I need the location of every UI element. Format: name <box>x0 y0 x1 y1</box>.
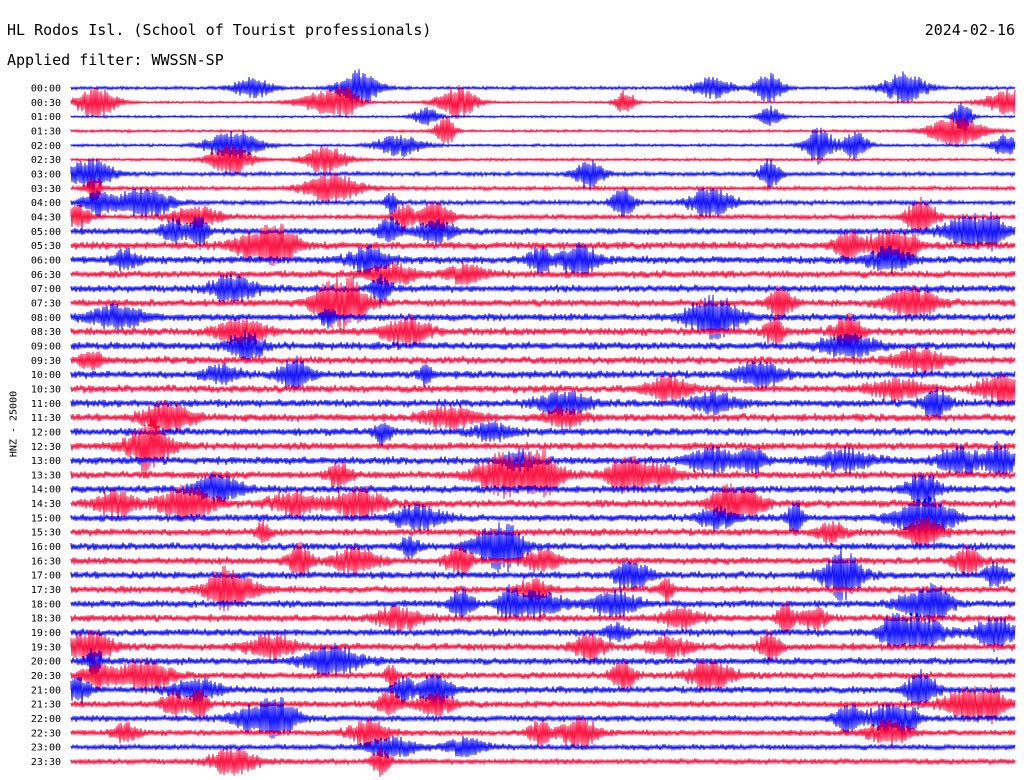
time-label: 13:30 <box>31 470 61 481</box>
time-label: 16:30 <box>31 556 61 567</box>
time-label: 18:00 <box>31 599 61 610</box>
trace-line <box>70 472 1016 507</box>
time-label: 23:30 <box>31 757 61 768</box>
time-label: 05:30 <box>31 241 61 252</box>
time-label: 14:00 <box>31 485 61 496</box>
time-label: 06:30 <box>31 270 61 281</box>
time-label: 07:00 <box>31 284 61 295</box>
time-label: 09:00 <box>31 341 61 352</box>
trace-line <box>70 421 1016 448</box>
time-label: 17:00 <box>31 571 61 582</box>
trace-line <box>70 345 1016 375</box>
trace-line <box>70 373 1016 408</box>
time-label: 21:30 <box>31 700 61 711</box>
trace-line <box>70 658 1016 695</box>
time-label: 20:30 <box>31 671 61 682</box>
time-label: 23:00 <box>31 743 61 754</box>
time-label: 05:00 <box>31 227 61 238</box>
time-label: 22:00 <box>31 714 61 725</box>
trace-line <box>70 84 1016 120</box>
trace-line <box>70 747 1016 777</box>
time-label: 15:30 <box>31 528 61 539</box>
trace-line <box>70 102 1016 133</box>
time-label: 04:00 <box>31 198 61 209</box>
filter-label: Applied filter: WWSSN-SP <box>7 51 224 69</box>
trace-line <box>70 400 1016 436</box>
trace-line <box>70 294 1016 340</box>
trace-line <box>70 668 1016 710</box>
trace-line <box>70 565 1016 612</box>
trace-line <box>70 449 1016 499</box>
time-label: 20:00 <box>31 657 61 668</box>
trace-line <box>70 211 1016 252</box>
time-label: 08:30 <box>31 327 61 338</box>
trace-line <box>70 715 1016 750</box>
time-label: 22:30 <box>31 728 61 739</box>
time-label: 14:30 <box>31 499 61 510</box>
trace-line <box>70 171 1016 204</box>
trace-line <box>70 483 1016 522</box>
time-label: 03:00 <box>31 169 61 180</box>
time-label: 07:30 <box>31 298 61 309</box>
trace-line <box>70 355 1016 393</box>
trace-line <box>70 196 1016 237</box>
trace-line <box>70 69 1016 105</box>
time-label: 16:00 <box>31 542 61 553</box>
time-label: 18:30 <box>31 614 61 625</box>
time-label: 17:30 <box>31 585 61 596</box>
trace-line <box>70 242 1016 278</box>
time-label: 03:30 <box>31 184 61 195</box>
trace-line <box>70 261 1016 287</box>
trace-line <box>70 495 1016 540</box>
time-label: 10:30 <box>31 384 61 395</box>
time-label: 06:00 <box>31 255 61 266</box>
trace-line <box>70 330 1016 362</box>
time-label: 12:00 <box>31 427 61 438</box>
time-label: 04:30 <box>31 212 61 223</box>
trace-line <box>70 157 1016 192</box>
time-label: 02:30 <box>31 155 61 166</box>
date-label: 2024-02-16 <box>924 21 1015 39</box>
time-label: 15:00 <box>31 513 61 524</box>
time-label: 00:30 <box>31 98 61 109</box>
time-label: 02:00 <box>31 141 61 152</box>
time-label: 00:00 <box>31 84 61 95</box>
trace-line <box>70 223 1016 267</box>
time-label: 13:00 <box>31 456 61 467</box>
station-title: HL Rodos Isl. (School of Tourist profess… <box>7 21 432 39</box>
trace-line <box>70 127 1016 165</box>
trace-line <box>70 386 1016 420</box>
time-label: 10:00 <box>31 370 61 381</box>
trace-line <box>70 275 1016 331</box>
time-label: 01:00 <box>31 112 61 123</box>
trace-line <box>70 114 1016 147</box>
time-label: 11:00 <box>31 399 61 410</box>
time-label: 19:00 <box>31 628 61 639</box>
trace-line <box>70 696 1016 739</box>
time-label: 12:30 <box>31 442 61 453</box>
time-label: 19:30 <box>31 642 61 653</box>
time-label: 01:30 <box>31 126 61 137</box>
trace-line <box>70 186 1016 221</box>
trace-line <box>70 522 1016 573</box>
trace-line <box>70 541 1016 579</box>
time-label: 11:30 <box>31 413 61 424</box>
trace-line <box>70 312 1016 350</box>
trace-line <box>70 601 1016 634</box>
trace-line <box>70 582 1016 623</box>
time-label: 21:00 <box>31 685 61 696</box>
trace-line <box>70 515 1016 550</box>
trace-line <box>70 684 1016 725</box>
trace-line <box>70 629 1016 666</box>
trace-line <box>70 735 1016 759</box>
trace-line <box>70 612 1016 653</box>
time-label: 09:30 <box>31 356 61 367</box>
trace-line <box>70 415 1016 475</box>
time-label: 08:00 <box>31 313 61 324</box>
trace-line <box>70 642 1016 679</box>
trace-line <box>70 273 1016 305</box>
trace-line <box>70 144 1016 176</box>
